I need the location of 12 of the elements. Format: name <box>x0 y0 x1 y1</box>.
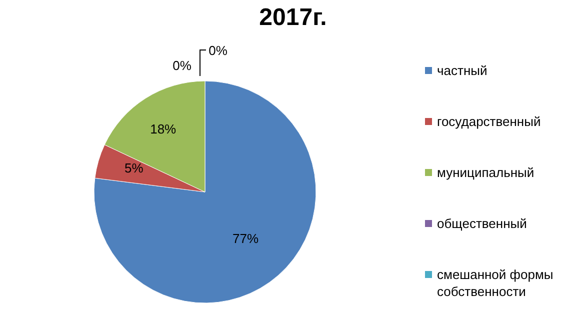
legend-label: общественный <box>437 215 527 232</box>
data-label: 5% <box>124 160 144 176</box>
data-label: 18% <box>150 121 177 136</box>
text: 0% <box>208 43 228 58</box>
legend-label: муниципальный <box>437 164 534 181</box>
data-label: 77% <box>232 231 259 246</box>
legend-label: государственный <box>437 113 541 130</box>
chart-title: 2017г. <box>258 4 328 32</box>
text: 0% <box>172 58 192 73</box>
legend-label: частный <box>437 62 488 79</box>
pie-slice <box>94 80 316 304</box>
legend-label: смешанной формы собственности <box>437 266 554 300</box>
